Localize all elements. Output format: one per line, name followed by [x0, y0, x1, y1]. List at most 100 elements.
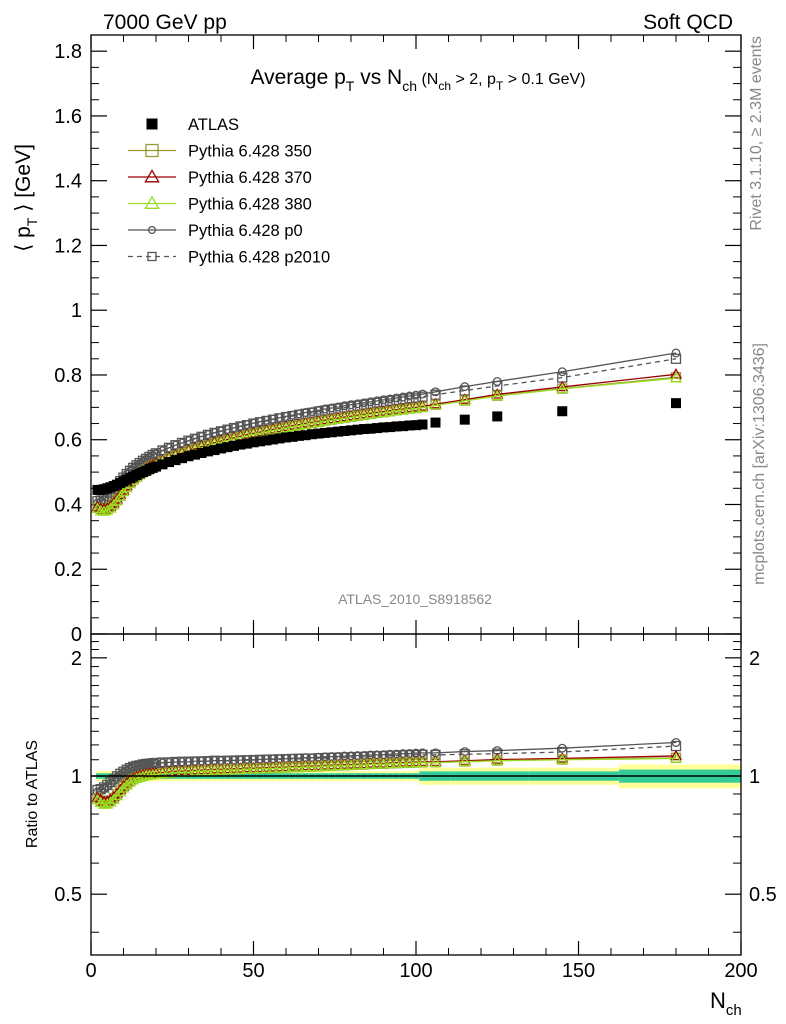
- data-point-p380: [331, 413, 345, 424]
- x-tick-label: 150: [562, 960, 595, 982]
- ratio-point-p380: [338, 759, 351, 770]
- ratio-point-p380: [458, 755, 471, 766]
- ratio-point-p380: [117, 782, 130, 793]
- data-point-p380: [312, 416, 325, 427]
- data-point-p380: [273, 423, 286, 434]
- data-point-p0: [275, 413, 284, 423]
- data-point-p380: [318, 415, 332, 426]
- data-point-p380: [357, 409, 371, 420]
- legend: ATLAS Pythia 6.428 350 Pythia 6.428 370 Pyt…: [128, 116, 330, 267]
- data-point-p0: [671, 348, 681, 358]
- data-point-atlas: [385, 422, 395, 433]
- data-point-atlas: [242, 438, 252, 449]
- data-point-atlas: [320, 427, 330, 438]
- data-point-atlas: [326, 427, 337, 438]
- data-point-p0: [340, 401, 349, 411]
- ratio-point-p370: [556, 752, 569, 763]
- data-point-atlas: [359, 424, 369, 435]
- ratio-point-p380: [364, 758, 377, 769]
- data-point-p0: [431, 387, 440, 397]
- legend-marker-p350: [145, 143, 159, 158]
- y-tick-label: 1.6: [54, 106, 82, 128]
- data-point-p0: [411, 390, 421, 400]
- ratio-point-p2010: [391, 750, 402, 761]
- ratio-point-p380: [234, 763, 247, 774]
- ratio-point-p2010: [459, 749, 470, 760]
- data-point-p380: [416, 401, 429, 412]
- data-point-atlas: [157, 459, 168, 470]
- data-point-atlas: [365, 423, 376, 434]
- y-tick-label: 1.4: [54, 171, 82, 193]
- x-axis-label: Nch: [710, 988, 742, 1019]
- data-point-p380: [351, 410, 364, 421]
- ratio-point-p0: [132, 761, 141, 771]
- y-tick-label: 1.8: [54, 41, 82, 63]
- x-tick-label: 0: [85, 960, 96, 982]
- data-point-atlas: [417, 419, 428, 430]
- data-point-atlas: [411, 420, 421, 431]
- data-point-p380: [429, 399, 442, 410]
- data-point-p0: [307, 407, 317, 417]
- data-point-p380: [266, 424, 280, 435]
- data-point-p370: [491, 388, 504, 399]
- y-tick-label: 1.2: [54, 235, 82, 257]
- ratio-point-p380: [253, 762, 267, 774]
- ratio-point-p380: [318, 760, 332, 771]
- data-point-p0: [460, 382, 470, 392]
- data-point-atlas: [307, 429, 317, 440]
- ratio-point-p380: [260, 762, 273, 774]
- data-point-atlas: [378, 422, 389, 433]
- ratio-tick-label-right: 1: [749, 766, 760, 788]
- data-point-p0: [314, 405, 323, 415]
- legend-marker-p0: [147, 225, 157, 235]
- rivet-version-label: Rivet 3.1.10, ≥ 2.3M events: [748, 36, 765, 231]
- y-tick-label: 1: [71, 300, 82, 322]
- data-point-atlas: [281, 432, 291, 443]
- header-left: 7000 GeV pp: [103, 11, 227, 34]
- analysis-watermark: ATLAS_2010_S8918562: [338, 591, 492, 607]
- data-point-atlas: [333, 426, 343, 437]
- ratio-point-p380: [104, 796, 117, 807]
- ratio-point-p380: [286, 761, 299, 772]
- data-point-p380: [491, 389, 504, 401]
- ratio-point-p380: [188, 765, 202, 776]
- data-point-atlas: [557, 406, 568, 417]
- data-point-p380: [396, 404, 410, 415]
- ratio-point-p380: [377, 758, 390, 769]
- ratio-tick-label-left: 0.5: [54, 884, 82, 906]
- data-point-p380: [104, 502, 117, 513]
- legend-marker-p370: [144, 169, 160, 183]
- ratio-point-p380: [208, 764, 221, 775]
- ratio-point-p380: [390, 757, 403, 768]
- data-point-p0: [288, 410, 297, 420]
- data-point-atlas: [151, 461, 161, 472]
- data-point-p0: [294, 409, 304, 419]
- ratio-point-p2010: [417, 749, 428, 760]
- data-point-p2010: [670, 353, 682, 364]
- data-point-p0: [327, 403, 336, 413]
- ratio-point-p380: [403, 757, 416, 768]
- ratio-point-p380: [149, 768, 163, 779]
- data-point-atlas: [404, 420, 415, 431]
- ratio-point-p380: [214, 764, 228, 775]
- data-point-p0: [320, 404, 330, 414]
- data-point-atlas: [339, 425, 350, 436]
- main-plot: 0 0.2 0.4 0.6 0.8 1 1.2 1.4 1.6 1.8: [54, 34, 742, 955]
- ratio-tick-label-right: 0.5: [749, 884, 777, 906]
- y-axis-label-bottom: Ratio to ATLAS: [24, 740, 41, 848]
- legend-marker-atlas: [146, 118, 158, 130]
- data-point-p0: [385, 394, 395, 404]
- data-point-p380: [458, 394, 471, 406]
- data-point-p370: [669, 368, 683, 379]
- ratio-point-p380: [344, 759, 358, 770]
- data-point-atlas: [671, 398, 681, 409]
- data-point-p380: [364, 408, 377, 419]
- x-tick-label: 200: [724, 960, 757, 982]
- data-point-atlas: [164, 457, 174, 468]
- x-tick-label: 100: [399, 960, 432, 982]
- ratio-point-p380: [331, 759, 345, 771]
- ratio-point-p2010: [557, 746, 568, 758]
- data-point-p380: [286, 420, 299, 432]
- data-point-p0: [255, 417, 265, 427]
